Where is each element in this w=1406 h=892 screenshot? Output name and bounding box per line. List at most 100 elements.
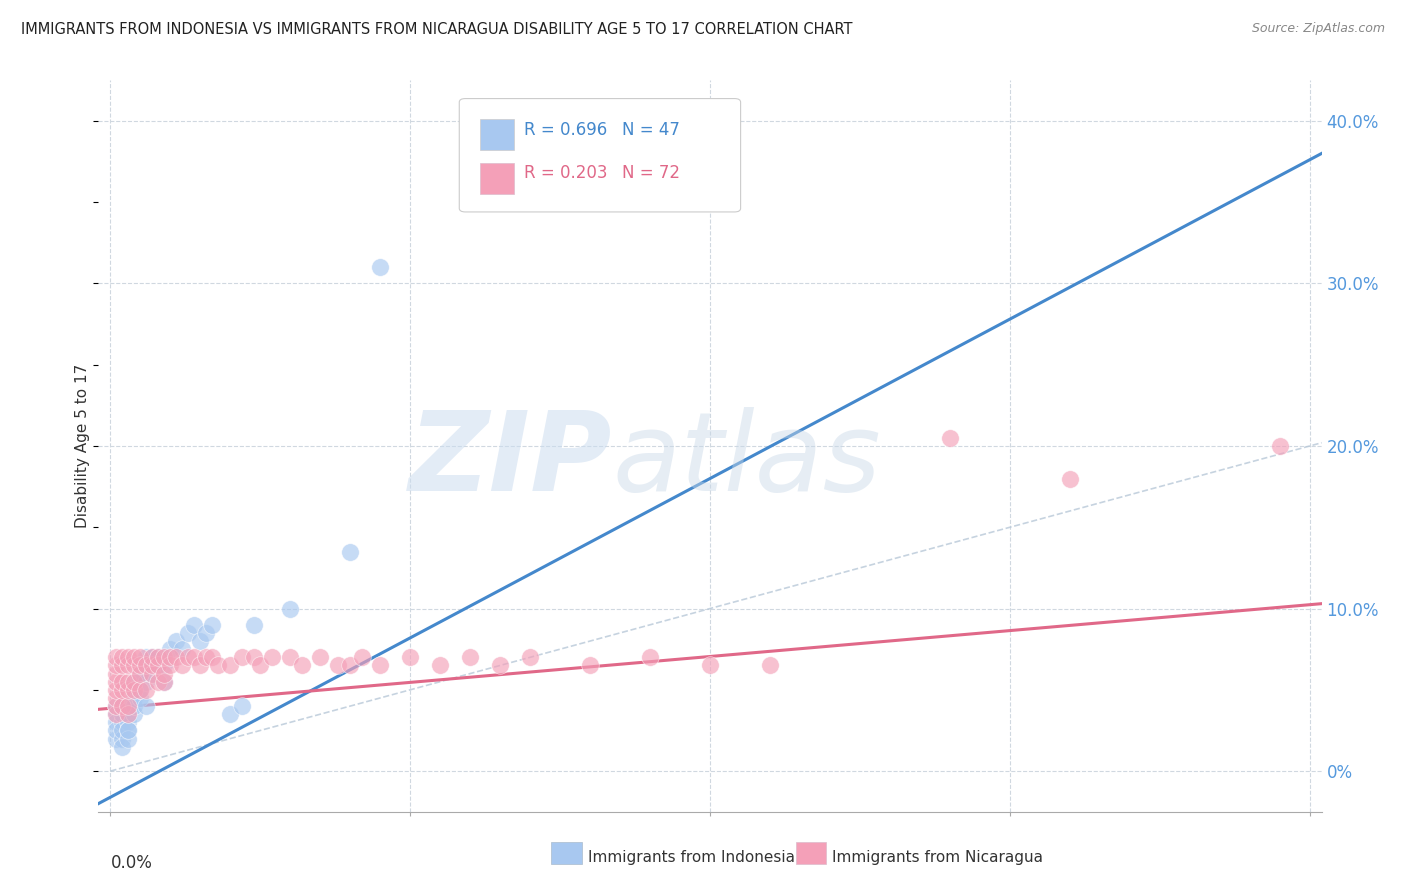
Point [278,601,301,615]
Point [188,658,211,673]
Point [111,658,134,673]
Point [141,650,163,665]
Point [291,658,314,673]
Point [135,658,157,673]
Point [141,658,163,673]
Point [188,634,211,648]
Point [141,666,163,681]
Point [135,699,157,714]
Point [105,699,128,714]
Point [117,674,139,689]
Point [399,650,422,665]
FancyBboxPatch shape [460,99,741,212]
Point [111,707,134,722]
Text: R = 0.696: R = 0.696 [524,120,607,138]
Point [135,658,157,673]
Point [117,699,139,714]
Point [129,682,152,697]
Point [111,739,134,754]
Point [177,650,200,665]
Point [124,707,146,722]
Point [124,682,146,697]
Point [111,674,134,689]
Point [135,674,157,689]
Point [165,650,187,665]
Point [129,658,152,673]
Point [159,658,181,673]
Text: ZIP: ZIP [409,407,612,514]
Point [339,544,361,558]
Point [111,723,134,738]
Point [939,431,962,445]
Point [124,658,146,673]
Point [124,650,146,665]
Text: Immigrants from Indonesia: Immigrants from Indonesia [588,850,794,864]
Point [195,650,218,665]
Point [195,626,218,640]
Point [207,658,229,673]
Point [105,707,128,722]
Point [231,650,253,665]
Point [124,674,146,689]
Text: R = 0.203: R = 0.203 [524,164,607,182]
Point [105,715,128,730]
Point [105,699,128,714]
Point [249,658,271,673]
Point [105,682,128,697]
Point [328,658,350,673]
Point [111,650,134,665]
Point [183,617,205,632]
Point [278,650,301,665]
FancyBboxPatch shape [796,842,827,864]
Point [135,650,157,665]
Point [148,650,170,665]
Point [111,731,134,746]
Text: 0.0%: 0.0% [111,855,152,872]
Point [759,658,782,673]
Point [153,658,176,673]
Point [153,674,176,689]
Text: Immigrants from Nicaragua: Immigrants from Nicaragua [832,850,1043,864]
Point [117,682,139,697]
Point [141,666,163,681]
Y-axis label: Disability Age 5 to 17: Disability Age 5 to 17 [75,364,90,528]
Point [159,650,181,665]
FancyBboxPatch shape [551,842,582,864]
Point [458,650,481,665]
FancyBboxPatch shape [479,163,515,194]
Point [124,674,146,689]
Point [153,666,176,681]
Point [1059,471,1081,485]
Point [148,658,170,673]
Point [117,731,139,746]
Point [519,650,541,665]
Point [117,707,139,722]
Point [141,650,163,665]
Point [117,658,139,673]
Point [159,642,181,657]
Point [111,699,134,714]
Point [117,650,139,665]
Point [105,731,128,746]
Text: IMMIGRANTS FROM INDONESIA VS IMMIGRANTS FROM NICARAGUA DISABILITY AGE 5 TO 17 CO: IMMIGRANTS FROM INDONESIA VS IMMIGRANTS … [21,22,852,37]
Point [105,674,128,689]
Point [148,658,170,673]
Point [638,650,661,665]
Point [183,650,205,665]
Point [117,715,139,730]
Point [153,674,176,689]
Point [105,658,128,673]
Point [111,699,134,714]
Point [231,699,253,714]
Point [352,650,374,665]
Point [135,682,157,697]
Point [699,658,721,673]
Point [117,707,139,722]
Point [129,666,152,681]
Point [201,617,224,632]
Point [219,707,242,722]
Point [368,260,391,275]
Point [201,650,224,665]
Point [148,650,170,665]
Point [111,682,134,697]
